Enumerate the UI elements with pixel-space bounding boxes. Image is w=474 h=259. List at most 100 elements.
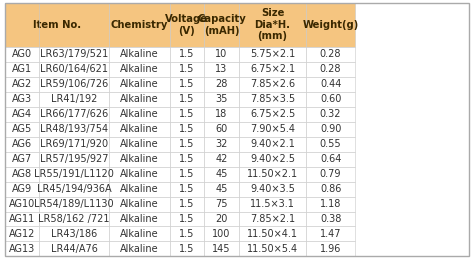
Text: AG1: AG1: [12, 64, 32, 74]
Bar: [203, 241, 239, 256]
Bar: [5, 62, 39, 77]
Text: 45: 45: [215, 184, 228, 194]
Bar: [5, 47, 39, 62]
Bar: [5, 182, 39, 197]
Bar: [170, 3, 203, 47]
Bar: [306, 152, 356, 167]
Text: 0.32: 0.32: [320, 109, 341, 119]
Text: 18: 18: [215, 109, 228, 119]
Text: LR55/191/L1120: LR55/191/L1120: [34, 169, 114, 179]
Bar: [39, 167, 109, 182]
Bar: [239, 47, 306, 62]
Text: Weight(g): Weight(g): [302, 20, 359, 30]
Text: 11.50×5.4: 11.50×5.4: [247, 244, 298, 254]
Bar: [39, 62, 109, 77]
Bar: [239, 92, 306, 107]
Text: 1.5: 1.5: [179, 139, 194, 149]
Bar: [5, 3, 109, 47]
Text: AG2: AG2: [11, 80, 32, 89]
Text: LR66/177/626: LR66/177/626: [40, 109, 108, 119]
Text: 0.44: 0.44: [320, 80, 341, 89]
Bar: [170, 122, 203, 137]
Text: Alkaline: Alkaline: [120, 214, 159, 224]
Bar: [39, 182, 109, 197]
Text: AG9: AG9: [12, 184, 32, 194]
Text: LR58/162 /721: LR58/162 /721: [38, 214, 109, 224]
Bar: [170, 241, 203, 256]
Bar: [203, 226, 239, 241]
Text: 11.50×4.1: 11.50×4.1: [247, 229, 298, 239]
Bar: [39, 92, 109, 107]
Bar: [239, 241, 306, 256]
Text: Capacity
(mAH): Capacity (mAH): [197, 14, 246, 35]
Bar: [5, 241, 39, 256]
Text: 1.5: 1.5: [179, 214, 194, 224]
Text: 9.40×2.1: 9.40×2.1: [250, 139, 295, 149]
Text: Alkaline: Alkaline: [120, 109, 159, 119]
Text: 0.60: 0.60: [320, 94, 341, 104]
Bar: [170, 197, 203, 212]
Bar: [203, 167, 239, 182]
Text: LR63/179/521: LR63/179/521: [40, 49, 108, 60]
Text: 7.85×3.5: 7.85×3.5: [250, 94, 295, 104]
Text: 6.75×2.1: 6.75×2.1: [250, 64, 295, 74]
Text: 100: 100: [212, 229, 231, 239]
Bar: [5, 152, 39, 167]
Text: LR43/186: LR43/186: [51, 229, 97, 239]
Bar: [39, 152, 109, 167]
Text: AG3: AG3: [12, 94, 32, 104]
Text: LR54/189/L1130: LR54/189/L1130: [34, 199, 114, 209]
Bar: [203, 107, 239, 122]
Bar: [109, 182, 170, 197]
Bar: [5, 77, 39, 92]
Text: Alkaline: Alkaline: [120, 139, 159, 149]
Text: 1.5: 1.5: [179, 184, 194, 194]
Bar: [203, 62, 239, 77]
Text: AG11: AG11: [9, 214, 35, 224]
Bar: [306, 167, 356, 182]
Bar: [5, 167, 39, 182]
Bar: [109, 212, 170, 226]
Text: 7.85×2.6: 7.85×2.6: [250, 80, 295, 89]
Bar: [239, 122, 306, 137]
Text: 1.5: 1.5: [179, 244, 194, 254]
Bar: [5, 107, 39, 122]
Text: Alkaline: Alkaline: [120, 169, 159, 179]
Bar: [5, 92, 39, 107]
Text: 0.38: 0.38: [320, 214, 341, 224]
Text: Alkaline: Alkaline: [120, 244, 159, 254]
Bar: [306, 122, 356, 137]
Bar: [5, 137, 39, 152]
Text: AG7: AG7: [11, 154, 32, 164]
Text: 45: 45: [215, 169, 228, 179]
Bar: [203, 92, 239, 107]
Bar: [203, 47, 239, 62]
Text: 6.75×2.5: 6.75×2.5: [250, 109, 295, 119]
Bar: [39, 241, 109, 256]
Bar: [203, 197, 239, 212]
Bar: [239, 212, 306, 226]
Bar: [203, 182, 239, 197]
Bar: [109, 197, 170, 212]
Bar: [306, 47, 356, 62]
Bar: [39, 107, 109, 122]
Bar: [170, 137, 203, 152]
Text: LR59/106/726: LR59/106/726: [40, 80, 108, 89]
Bar: [39, 47, 109, 62]
Text: 0.64: 0.64: [320, 154, 341, 164]
Text: 35: 35: [215, 94, 228, 104]
Text: Alkaline: Alkaline: [120, 184, 159, 194]
Bar: [170, 212, 203, 226]
Bar: [306, 107, 356, 122]
Bar: [306, 212, 356, 226]
Text: LR44/A76: LR44/A76: [51, 244, 97, 254]
Bar: [170, 77, 203, 92]
Bar: [170, 182, 203, 197]
Text: AG13: AG13: [9, 244, 35, 254]
Text: 10: 10: [215, 49, 228, 60]
Text: 42: 42: [215, 154, 228, 164]
Text: AG6: AG6: [12, 139, 32, 149]
Text: Alkaline: Alkaline: [120, 154, 159, 164]
Text: Chemistry: Chemistry: [111, 20, 168, 30]
Bar: [203, 152, 239, 167]
